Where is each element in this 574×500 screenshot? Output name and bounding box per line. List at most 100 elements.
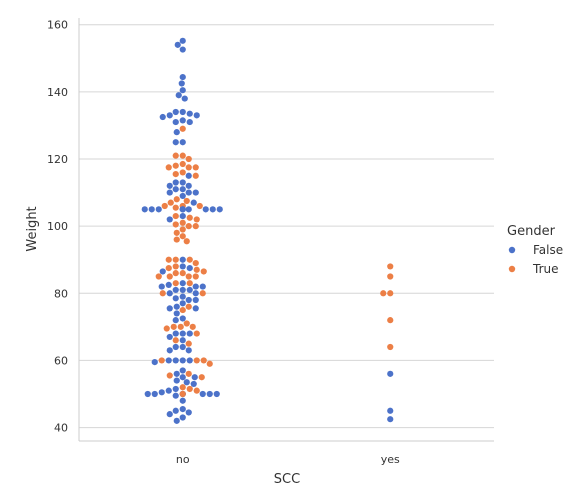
data-point-false: [166, 112, 173, 119]
data-point-true: [172, 152, 179, 159]
data-point-false: [166, 333, 173, 341]
data-point-true: [172, 221, 179, 228]
data-point-false: [179, 73, 186, 81]
data-point-false: [166, 216, 173, 223]
data-point-true: [196, 202, 203, 210]
data-point-false: [186, 286, 193, 294]
data-point-false: [148, 206, 155, 213]
data-point-true: [193, 357, 200, 364]
data-point-true: [172, 263, 179, 270]
data-point-false: [179, 397, 186, 404]
data-point-false: [172, 295, 179, 302]
data-point-false: [179, 367, 186, 374]
y-tick-label: 160: [47, 19, 68, 32]
data-point-true: [172, 270, 179, 277]
data-point-false: [387, 407, 394, 414]
data-point-false: [172, 179, 179, 186]
data-point-false: [166, 182, 173, 189]
legend: Gender False True: [507, 224, 563, 276]
data-point-false: [166, 189, 173, 196]
data-point-true: [200, 357, 207, 364]
y-tick-labels: 40 60 80 100 120 140 160: [47, 19, 68, 435]
data-point-false: [166, 305, 173, 312]
data-point-false: [179, 337, 186, 344]
data-point-true: [172, 256, 179, 263]
y-axis-label: Weight: [25, 206, 40, 251]
data-point-false: [179, 293, 186, 300]
data-point-false: [193, 112, 200, 119]
data-point-true: [158, 357, 165, 364]
y-tick-label: 120: [47, 153, 68, 166]
data-point-false: [166, 347, 173, 354]
data-point-false: [179, 186, 186, 193]
data-point-false: [186, 330, 193, 337]
data-point-true: [183, 197, 190, 205]
data-point-true: [199, 290, 206, 297]
data-point-true: [387, 317, 394, 324]
data-point-false: [172, 108, 179, 116]
data-point-true: [198, 374, 205, 381]
data-point-true: [179, 390, 186, 398]
data-point-false: [190, 199, 197, 206]
data-point-false: [172, 330, 179, 337]
data-point-true: [173, 196, 180, 203]
data-point-false: [173, 377, 180, 384]
data-point-true: [165, 265, 172, 272]
data-point-true: [179, 384, 186, 391]
data-point-false: [172, 392, 179, 399]
data-point-false: [166, 290, 173, 297]
data-point-true: [173, 229, 180, 236]
data-point-false: [185, 206, 192, 213]
x-tick-label: yes: [381, 453, 400, 466]
data-point-false: [172, 286, 179, 294]
data-point-true: [186, 256, 193, 263]
data-point-true: [179, 219, 186, 226]
data-point-false: [172, 357, 179, 364]
data-point-false: [165, 387, 172, 394]
data-point-true: [172, 212, 179, 220]
data-point-true: [172, 171, 179, 178]
y-tick-label: 40: [54, 422, 68, 435]
data-point-false: [166, 411, 173, 418]
legend-title: Gender: [507, 224, 556, 239]
data-point-true: [167, 199, 174, 206]
data-point-false: [179, 357, 186, 364]
data-point-true: [200, 268, 207, 275]
data-point-true: [185, 340, 192, 347]
data-point-false: [216, 206, 223, 213]
data-point-true: [186, 385, 193, 393]
data-point-false: [179, 315, 186, 322]
legend-label-true: True: [532, 262, 559, 276]
data-point-true: [179, 160, 186, 168]
data-point-false: [172, 186, 179, 193]
data-point-true: [179, 152, 186, 159]
data-point-true: [179, 270, 186, 277]
data-point-true: [186, 214, 193, 221]
data-point-false: [387, 416, 394, 423]
legend-marker-true: [508, 265, 516, 273]
legend-label-false: False: [533, 243, 563, 257]
data-point-true: [161, 202, 168, 210]
data-point-true: [193, 266, 200, 273]
data-point-false: [192, 283, 199, 290]
legend-marker-false: [508, 246, 516, 254]
y-tick-label: 60: [54, 354, 68, 367]
data-point-false: [158, 283, 165, 290]
x-tick-labels: no yes: [176, 453, 400, 466]
data-point-false: [141, 206, 148, 213]
data-point-true: [206, 360, 213, 367]
data-point-true: [172, 280, 179, 287]
data-point-true: [192, 259, 199, 267]
data-point-true: [387, 343, 394, 351]
data-point-false: [185, 347, 192, 354]
data-point-false: [186, 265, 193, 272]
data-point-false: [192, 305, 199, 312]
grid-lines: [79, 24, 494, 429]
data-point-false: [172, 343, 179, 351]
data-point-false: [179, 46, 186, 53]
data-point-false: [192, 296, 199, 304]
data-point-true: [172, 337, 179, 344]
data-point-true: [166, 273, 173, 280]
data-point-false: [191, 374, 198, 381]
data-point-true: [170, 323, 177, 330]
